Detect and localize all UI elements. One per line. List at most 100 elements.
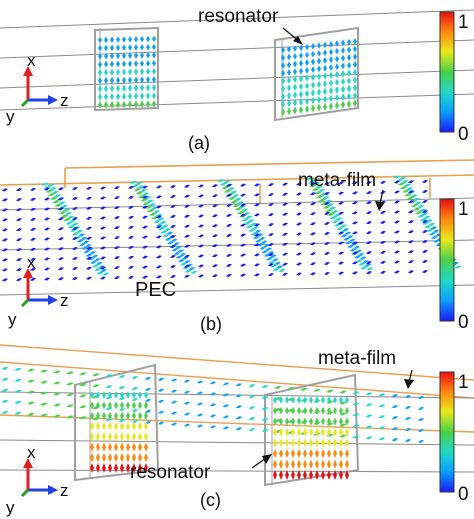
meta-film-pointer-b	[375, 189, 385, 211]
field-arrow	[1, 268, 9, 272]
field-arrow	[315, 185, 324, 189]
field-arrow	[152, 92, 156, 100]
field-arrow	[254, 229, 262, 233]
field-arrow	[120, 432, 124, 442]
field-arrow	[120, 411, 124, 420]
field-arrow	[365, 251, 373, 255]
field-arrow	[155, 235, 163, 239]
field-arrow	[67, 215, 75, 219]
meta-film-outline-b	[0, 159, 474, 204]
field-arrow	[317, 65, 321, 73]
field-arrow	[323, 95, 327, 103]
field-arrow	[401, 189, 410, 193]
field-arrow	[337, 251, 345, 255]
field-arrow	[397, 182, 406, 186]
field-arrow	[146, 35, 150, 43]
field-arrow	[80, 236, 88, 240]
field-arrow	[40, 391, 48, 395]
field-arrow	[335, 40, 339, 47]
field-arrow	[261, 407, 269, 411]
field-arrow	[29, 247, 37, 251]
field-arrow	[285, 448, 289, 459]
panel-caption-c: (c)	[200, 490, 221, 510]
field-arrow	[393, 240, 401, 244]
field-arrow	[337, 191, 345, 195]
field-arrow	[146, 209, 155, 213]
field-arrow	[393, 210, 401, 214]
field-arrow	[72, 232, 80, 236]
field-arrow	[341, 62, 345, 70]
field-arrow	[152, 67, 156, 75]
field-arrow	[317, 88, 321, 96]
field-arrow	[157, 410, 165, 414]
field-arrow	[144, 432, 148, 442]
field-arrow	[127, 225, 135, 229]
field-arrow	[341, 47, 345, 54]
field-arrow	[253, 273, 261, 277]
field-arrow	[267, 253, 275, 257]
field-arrow	[128, 60, 132, 68]
field-arrow	[305, 97, 309, 106]
field-arrow	[104, 77, 108, 84]
field-arrow	[134, 76, 138, 84]
field-arrow	[1, 366, 9, 370]
field-arrow	[110, 44, 114, 52]
field-arrow	[141, 185, 149, 189]
field-arrow	[311, 104, 315, 113]
field-arrow	[118, 408, 126, 412]
field-arrow	[157, 421, 165, 425]
field-arrow	[317, 57, 321, 65]
field-arrow	[98, 77, 102, 85]
field-arrow	[309, 232, 317, 236]
field-arrow	[287, 107, 291, 116]
field-arrow	[139, 188, 148, 192]
field-arrow	[110, 93, 114, 101]
field-arrows-c1	[90, 391, 148, 473]
field-arrow	[126, 391, 130, 399]
field-arrow	[335, 63, 339, 71]
field-arrow	[113, 206, 121, 210]
field-arrow	[267, 203, 275, 207]
field-arrow	[157, 399, 165, 403]
field-arrow	[93, 258, 101, 262]
field-arrow	[49, 196, 58, 200]
field-arrow	[337, 201, 345, 205]
field-arrow	[99, 206, 107, 210]
field-arrow	[291, 417, 295, 426]
field-arrow	[71, 257, 79, 260]
field-arrow	[104, 36, 108, 44]
field-arrow	[104, 52, 108, 60]
field-arrow	[85, 216, 93, 220]
field-arrow	[299, 44, 303, 52]
field-arrow	[241, 218, 250, 222]
field-arrow	[152, 83, 156, 92]
field-arrow	[391, 405, 399, 409]
field-arrow	[281, 77, 285, 85]
field-arrow	[162, 234, 170, 238]
field-arrow	[138, 391, 142, 399]
field-arrow	[66, 371, 74, 375]
field-arrow	[239, 273, 247, 277]
field-arrow	[379, 220, 387, 224]
field-arrow	[239, 223, 247, 227]
field-arrow	[393, 260, 401, 264]
field-arrow	[352, 413, 360, 417]
field-arrow	[419, 208, 427, 212]
field-arrow	[339, 423, 347, 427]
field-arrow	[29, 217, 37, 221]
field-arrow	[351, 201, 359, 205]
field-arrow	[146, 84, 150, 92]
field-arrow	[297, 417, 301, 426]
field-arrow	[297, 448, 301, 459]
field-arrow	[127, 265, 135, 269]
waveguide-outline-a	[0, 9, 474, 111]
field-arrow	[132, 391, 136, 399]
field-arrow	[410, 204, 419, 208]
colorbar-max-b: 1	[458, 199, 469, 220]
field-arrow	[90, 401, 94, 410]
field-arrow	[114, 463, 118, 473]
colorbar-min-a: 0	[458, 124, 469, 145]
field-arrow	[407, 270, 415, 274]
field-arrow	[96, 432, 100, 442]
field-arrow	[157, 388, 165, 392]
